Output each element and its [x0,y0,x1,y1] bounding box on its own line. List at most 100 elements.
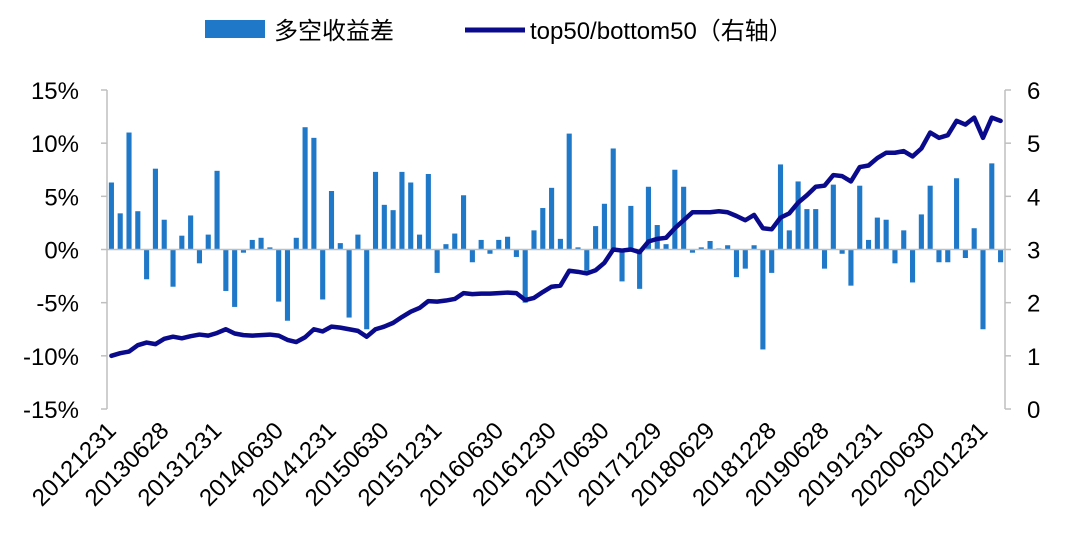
bar [892,249,898,264]
bar [830,184,836,250]
bar [372,171,379,250]
right-tick-label: 6 [1027,78,1040,105]
bar [196,249,202,264]
bar [839,249,845,254]
bar [637,249,643,289]
bar [135,211,141,250]
bar [575,247,581,250]
bar [531,230,537,250]
left-tick-label: -5% [36,291,79,318]
bar [786,230,792,250]
bar [505,236,511,250]
right-tick-label: 0 [1027,397,1040,424]
bar [232,249,238,307]
bar [487,249,493,254]
bar [795,181,801,250]
bar [874,217,880,250]
ratio-line [109,115,1003,359]
bar [848,249,854,286]
bar [733,249,740,278]
bar [557,238,563,250]
right-tick-label: 2 [1027,291,1040,318]
bar [320,249,326,300]
bar [434,249,440,273]
bar [619,249,625,282]
bar [821,249,828,269]
legend-line-label: top50/bottom50（右轴） [530,18,793,45]
bar [742,249,748,269]
bar [725,245,731,250]
bar [945,249,951,263]
bar [980,249,986,330]
bar [628,205,634,250]
bar [769,249,775,273]
bar [910,249,916,283]
bar [469,249,475,263]
bar [408,182,414,250]
right-tick-label: 4 [1027,184,1040,211]
bar [707,240,713,250]
legend-bar-label: 多空收益差 [274,18,394,45]
bar [337,243,343,250]
bar [760,249,766,350]
bar [998,249,1004,263]
bar [267,247,273,250]
bar [698,247,704,250]
bar [663,244,669,250]
left-tick-label: -15% [23,397,79,424]
left-tick-label: 10% [31,131,79,158]
x-tick-labels: 2012123120130628201312312014063020141231… [27,417,993,512]
bar [971,228,977,250]
bar [777,164,784,250]
bar [804,209,810,250]
bar [549,187,555,250]
bar [461,195,467,250]
bar [416,234,423,250]
bar [601,203,607,250]
bar [293,237,299,250]
bar [645,186,651,250]
bar [954,178,960,250]
bar [284,249,291,321]
bar [214,170,220,250]
bar [170,249,176,287]
left-tick-label: 5% [44,184,79,211]
bar [302,127,308,250]
bar [610,148,616,250]
bar [901,230,907,250]
bar [927,185,933,250]
bar [962,249,968,259]
bar [672,169,678,250]
bar [751,245,757,250]
legend: 多空收益差 top50/bottom50（右轴） [205,18,793,45]
bar [179,235,185,250]
bar [865,239,872,250]
bar [989,163,995,250]
bar [689,249,696,253]
bar [311,137,317,250]
bar [188,215,194,250]
bar [566,133,572,250]
bar [223,249,229,291]
bar [936,249,942,263]
bar [399,171,405,250]
bar [478,239,484,250]
bar [258,237,264,250]
bar [918,214,924,250]
bar [152,168,158,250]
bar [364,249,370,330]
bar [390,210,396,250]
bar [205,234,211,250]
legend-bar-swatch [205,20,265,38]
left-tick-label: 0% [44,238,79,265]
bar [126,132,132,250]
bar-series [108,127,1004,350]
bar [328,191,335,250]
bar [117,213,123,250]
bar [584,249,590,271]
bar [161,219,167,250]
bar [240,249,247,253]
bar [249,239,255,250]
left-tick-label: 15% [31,78,79,105]
bar [513,249,519,257]
